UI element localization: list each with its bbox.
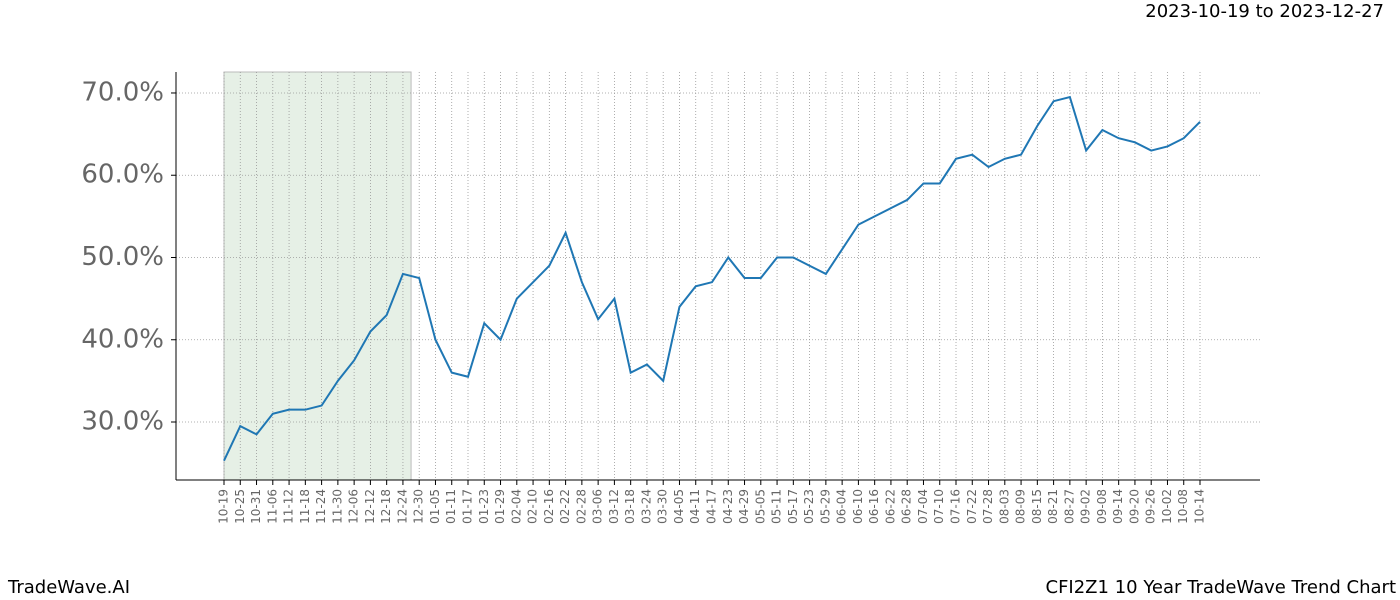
- x-tick-label: 06-10: [851, 489, 865, 524]
- x-tick-label: 06-22: [883, 489, 897, 524]
- x-tick-label: 07-10: [932, 489, 946, 524]
- x-tick-label: 05-05: [753, 489, 767, 524]
- x-tick-label: 03-30: [656, 489, 670, 524]
- x-tick-label: 02-16: [542, 489, 556, 524]
- x-tick-label: 02-28: [574, 489, 588, 524]
- x-tick-label: 04-23: [721, 489, 735, 524]
- x-tick-label: 01-29: [493, 489, 507, 524]
- x-tick-label: 08-15: [1030, 489, 1044, 524]
- x-tick-label: 12-24: [395, 489, 409, 524]
- x-tick-label: 12-18: [379, 489, 393, 524]
- y-tick-label: 50.0%: [81, 242, 164, 272]
- x-tick-label: 07-16: [949, 489, 963, 524]
- x-tick-label: 03-18: [623, 489, 637, 524]
- x-tick-label: 10-14: [1193, 489, 1207, 524]
- x-tick-label: 12-30: [412, 489, 426, 524]
- x-tick-label: 07-04: [916, 489, 930, 524]
- x-tick-label: 05-23: [802, 489, 816, 524]
- x-tick-label: 01-23: [477, 489, 491, 524]
- x-tick-label: 09-14: [1111, 489, 1125, 524]
- trend-line: [223, 95, 1201, 462]
- x-tick-label: 09-26: [1144, 489, 1158, 524]
- x-tick-label: 11-30: [330, 489, 344, 524]
- x-tick-label: 01-17: [461, 489, 475, 524]
- y-tick-label: 40.0%: [81, 324, 164, 354]
- x-tick-label: 08-03: [997, 489, 1011, 524]
- x-tick-label: 08-21: [1046, 489, 1060, 524]
- footer-title: CFI2Z1 10 Year TradeWave Trend Chart: [1046, 577, 1397, 598]
- x-tick-label: 08-27: [1062, 489, 1076, 524]
- x-tick-label: 12-06: [347, 489, 361, 524]
- x-tick-label: 05-17: [786, 489, 800, 524]
- y-tick-label: 70.0%: [81, 77, 164, 107]
- x-tick-label: 08-09: [1014, 489, 1028, 524]
- x-tick-label: 10-08: [1176, 489, 1190, 524]
- footer-brand: TradeWave.AI: [7, 577, 130, 598]
- x-tick-label: 12-12: [363, 489, 377, 524]
- y-tick-label: 30.0%: [81, 407, 164, 437]
- x-tick-label: 02-10: [526, 489, 540, 524]
- highlight-band: [223, 71, 412, 481]
- x-tick-label: 11-18: [298, 489, 312, 524]
- x-tick-label: 04-11: [688, 489, 702, 524]
- x-tick-label: 03-12: [607, 489, 621, 524]
- x-tick-label: 10-25: [233, 489, 247, 524]
- x-tick-label: 01-11: [444, 489, 458, 524]
- x-tick-label: 07-28: [981, 489, 995, 524]
- date-range: 2023-10-19 to 2023-12-27: [1145, 1, 1384, 22]
- x-tick-label: 04-17: [705, 489, 719, 524]
- x-tick-label: 05-11: [770, 489, 784, 524]
- x-tick-label: 10-19: [217, 489, 231, 524]
- x-tick-label: 10-02: [1160, 489, 1174, 524]
- x-tick-label: 09-20: [1127, 489, 1141, 524]
- x-tick-label: 02-04: [509, 489, 523, 524]
- x-tick-label: 11-12: [282, 489, 296, 524]
- x-tick-label: 01-05: [428, 489, 442, 524]
- y-tick-label: 60.0%: [81, 160, 164, 190]
- x-tick-label: 09-08: [1095, 489, 1109, 524]
- x-tick-label: 06-04: [835, 489, 849, 524]
- x-tick-label: 06-28: [900, 489, 914, 524]
- x-tick-label: 04-05: [672, 489, 686, 524]
- x-tick-label: 07-22: [965, 489, 979, 524]
- x-tick-label: 02-22: [558, 489, 572, 524]
- x-tick-label: 11-24: [314, 489, 328, 524]
- x-tick-label: 11-06: [265, 489, 279, 524]
- x-tick-label: 06-16: [867, 489, 881, 524]
- x-tick-label: 03-24: [639, 489, 653, 524]
- x-tick-label: 09-02: [1079, 489, 1093, 524]
- x-tick-label: 10-31: [249, 489, 263, 524]
- x-tick-label: 04-29: [737, 489, 751, 524]
- x-tick-label: 03-06: [591, 489, 605, 524]
- x-tick-label: 05-29: [818, 489, 832, 524]
